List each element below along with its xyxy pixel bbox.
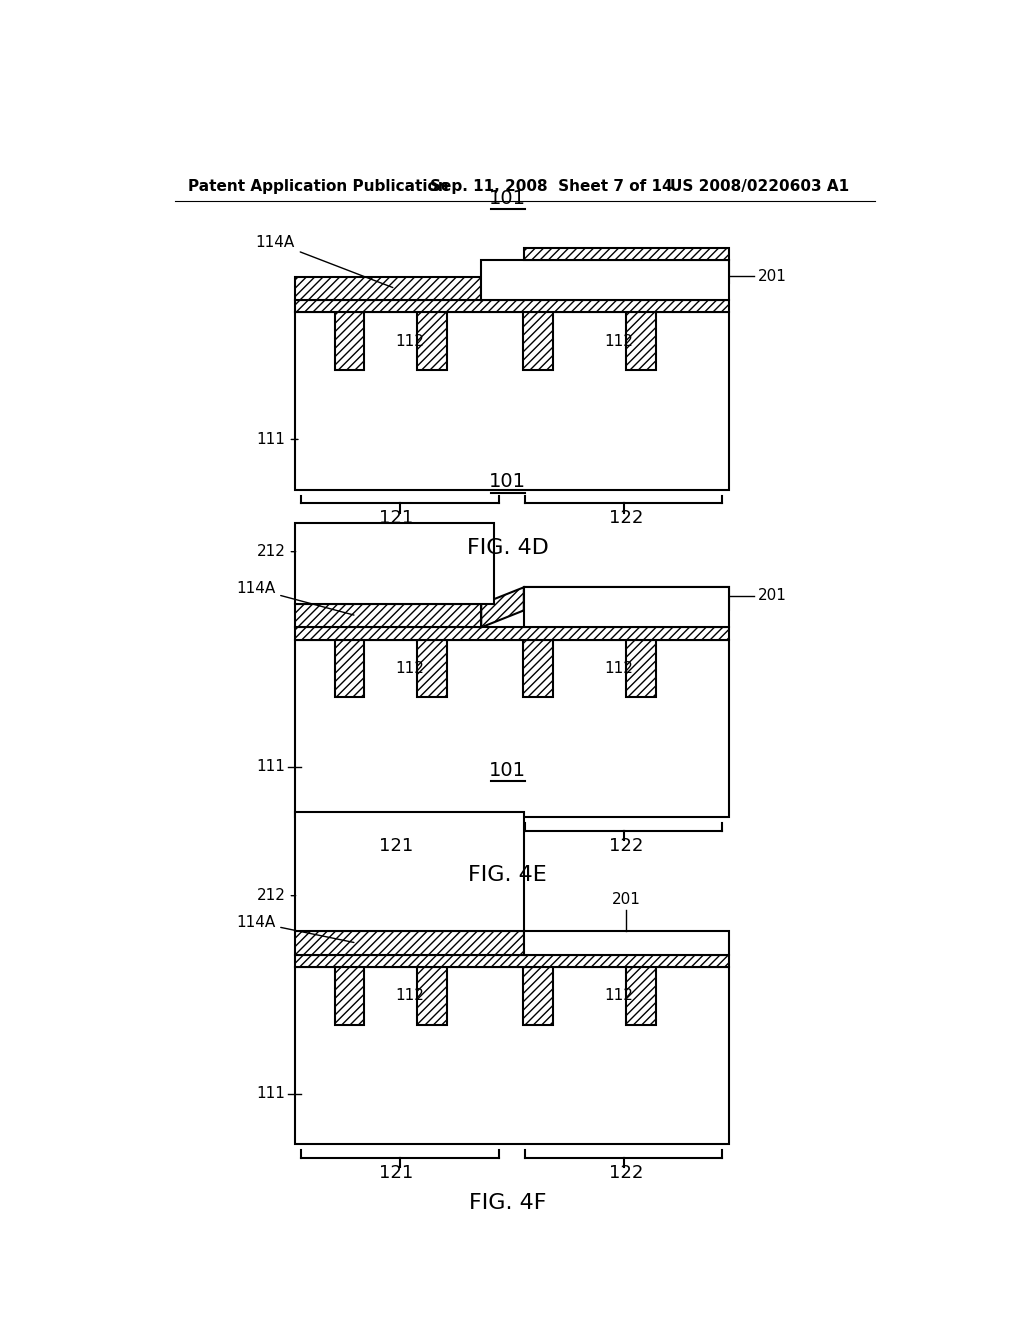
Text: 201: 201 bbox=[611, 892, 641, 907]
Text: 112: 112 bbox=[604, 989, 633, 1003]
Text: Patent Application Publication: Patent Application Publication bbox=[188, 178, 450, 194]
Text: FIG. 4D: FIG. 4D bbox=[467, 539, 549, 558]
Text: 112: 112 bbox=[395, 334, 424, 348]
Text: 122: 122 bbox=[609, 510, 644, 528]
Bar bbox=[417, 313, 446, 370]
Bar bbox=[295, 966, 729, 1144]
Bar bbox=[523, 640, 553, 697]
Bar bbox=[295, 627, 729, 640]
Bar bbox=[335, 640, 365, 697]
Text: 122: 122 bbox=[609, 1164, 644, 1181]
Text: 111: 111 bbox=[256, 759, 286, 775]
Text: 121: 121 bbox=[380, 510, 414, 528]
Text: 112: 112 bbox=[604, 661, 633, 676]
Polygon shape bbox=[481, 587, 524, 627]
Bar bbox=[481, 260, 729, 300]
Text: 121: 121 bbox=[380, 1164, 414, 1181]
Text: 201: 201 bbox=[758, 589, 787, 603]
Bar bbox=[295, 277, 481, 300]
Text: 101: 101 bbox=[489, 760, 526, 780]
Text: FIG. 4F: FIG. 4F bbox=[469, 1192, 547, 1213]
Bar bbox=[523, 966, 553, 1024]
Text: 114A: 114A bbox=[236, 915, 354, 942]
Bar bbox=[523, 313, 553, 370]
Bar bbox=[295, 640, 729, 817]
Bar bbox=[295, 954, 729, 966]
Bar bbox=[295, 313, 729, 490]
Text: 212: 212 bbox=[256, 544, 286, 560]
Text: 112: 112 bbox=[604, 334, 633, 348]
Text: 201: 201 bbox=[758, 269, 787, 284]
Bar bbox=[335, 313, 365, 370]
Text: Sep. 11, 2008  Sheet 7 of 14: Sep. 11, 2008 Sheet 7 of 14 bbox=[430, 178, 673, 194]
Text: 121: 121 bbox=[380, 837, 414, 854]
Bar bbox=[524, 932, 729, 954]
Polygon shape bbox=[481, 260, 524, 300]
Text: 122: 122 bbox=[609, 837, 644, 854]
Text: 101: 101 bbox=[489, 189, 526, 207]
Bar bbox=[524, 587, 729, 610]
Text: 101: 101 bbox=[489, 473, 526, 491]
Text: US 2008/0220603 A1: US 2008/0220603 A1 bbox=[671, 178, 850, 194]
Bar bbox=[417, 966, 446, 1024]
Bar bbox=[295, 812, 524, 932]
Text: 112: 112 bbox=[395, 989, 424, 1003]
Bar bbox=[295, 605, 481, 627]
Text: 114A: 114A bbox=[236, 581, 354, 615]
Text: 212: 212 bbox=[256, 888, 286, 903]
Text: 111: 111 bbox=[256, 1086, 286, 1101]
Bar bbox=[524, 260, 729, 284]
Text: 112: 112 bbox=[395, 661, 424, 676]
Bar bbox=[524, 248, 729, 260]
Bar bbox=[627, 966, 655, 1024]
Text: FIG. 4E: FIG. 4E bbox=[468, 866, 547, 886]
Text: 111: 111 bbox=[256, 432, 286, 447]
Bar bbox=[295, 300, 729, 313]
Bar bbox=[524, 587, 729, 627]
Bar bbox=[295, 523, 494, 605]
Bar bbox=[417, 640, 446, 697]
Bar bbox=[627, 640, 655, 697]
Text: 114A: 114A bbox=[256, 235, 393, 288]
Bar bbox=[295, 932, 524, 954]
Bar bbox=[335, 966, 365, 1024]
Bar bbox=[627, 313, 655, 370]
